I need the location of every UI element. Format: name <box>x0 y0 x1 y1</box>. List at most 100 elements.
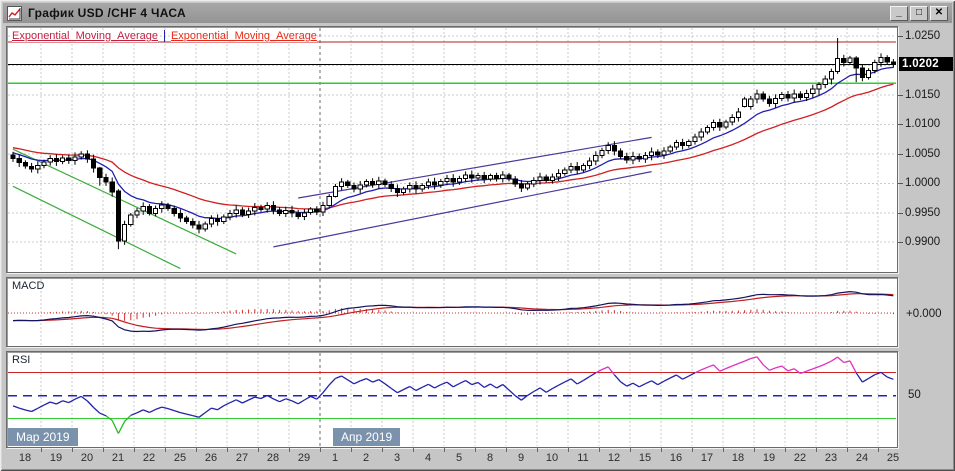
date-label: 22 <box>142 452 156 464</box>
candle <box>475 175 481 179</box>
candle <box>822 78 828 86</box>
close-button[interactable]: ✕ <box>930 5 948 21</box>
date-label: 24 <box>855 452 869 464</box>
price-axis-tick <box>898 154 903 155</box>
candle <box>866 69 872 79</box>
date-label: 18 <box>731 452 745 464</box>
candle <box>326 195 332 207</box>
date-label: 27 <box>235 452 249 464</box>
candle <box>301 212 307 217</box>
date-label: 17 <box>700 452 714 464</box>
candle <box>667 146 673 152</box>
date-tick <box>382 448 383 452</box>
price-chart-canvas[interactable] <box>8 28 896 271</box>
date-tick <box>506 448 507 452</box>
maximize-button[interactable]: □ <box>910 5 928 21</box>
candle <box>680 142 686 147</box>
macd-histogram <box>18 308 894 321</box>
rsi-mid-label: 50 <box>908 389 921 401</box>
macd-line <box>12 290 894 333</box>
candle <box>642 155 648 160</box>
candle <box>196 224 202 230</box>
date-label: 29 <box>297 452 311 464</box>
candle <box>828 71 834 80</box>
candle <box>277 209 283 214</box>
date-tick <box>692 448 693 452</box>
candle <box>748 98 754 107</box>
macd-signal-line <box>12 292 894 331</box>
candle <box>859 67 865 78</box>
candle <box>847 57 853 64</box>
candle <box>363 181 369 186</box>
candle <box>487 175 493 180</box>
date-tick <box>537 448 538 452</box>
candle <box>202 223 208 230</box>
minimize-button[interactable]: _ <box>890 5 908 21</box>
date-label: 4 <box>424 452 432 464</box>
candle <box>506 174 512 180</box>
date-label: 19 <box>762 452 776 464</box>
candle <box>599 149 605 157</box>
date-tick <box>134 448 135 452</box>
candle <box>729 116 735 123</box>
date-label: 26 <box>204 452 218 464</box>
date-label: 8 <box>486 452 494 464</box>
candle <box>525 183 531 189</box>
indicator-legend: Exponential_Moving_Average Exponential_M… <box>12 30 317 42</box>
rsi-canvas[interactable] <box>8 353 896 446</box>
candle <box>357 184 363 190</box>
last-price-tag: 1.0202 <box>899 57 953 71</box>
date-tick <box>258 448 259 452</box>
date-tick <box>289 448 290 452</box>
candle <box>97 167 103 178</box>
price-axis-tick <box>898 242 903 243</box>
rsi-line <box>12 356 894 434</box>
candle <box>717 122 723 128</box>
candle <box>227 212 233 218</box>
price-axis-label: 1.0150 <box>905 89 941 101</box>
candle <box>22 162 28 167</box>
date-tick <box>816 448 817 452</box>
candle <box>339 181 345 187</box>
date-tick <box>196 448 197 452</box>
candle <box>500 174 506 180</box>
price-axis-label: 1.0050 <box>905 148 941 160</box>
candle <box>835 58 841 72</box>
date-label: 25 <box>886 452 900 464</box>
candle <box>611 145 617 152</box>
candle <box>84 153 91 160</box>
candle <box>246 210 252 215</box>
candle <box>562 169 568 174</box>
candle <box>283 209 289 214</box>
ema-fast-line <box>12 66 894 220</box>
price-axis-tick <box>898 36 903 37</box>
candle <box>388 184 394 190</box>
title-bar[interactable]: График USD /CHF 4 ЧАСА _ □ ✕ <box>3 3 952 23</box>
date-label: 23 <box>824 452 838 464</box>
date-label: 28 <box>266 452 280 464</box>
date-label: 12 <box>607 452 621 464</box>
date-tick <box>227 448 228 452</box>
candle <box>438 181 444 186</box>
candle <box>308 208 314 214</box>
date-label: 3 <box>393 452 401 464</box>
ema-fast-label: Exponential_Moving_Average <box>12 30 158 42</box>
candle <box>494 175 500 180</box>
price-axis-label: 0.9950 <box>905 207 941 219</box>
candle <box>760 93 766 100</box>
candle <box>140 205 146 212</box>
candle <box>60 157 66 162</box>
candle <box>413 185 419 190</box>
candle <box>890 61 896 65</box>
price-axis-tick <box>898 213 903 214</box>
candle <box>407 185 413 190</box>
date-tick <box>351 448 352 452</box>
date-label: 20 <box>80 452 94 464</box>
candle <box>593 155 599 162</box>
candle <box>810 88 816 94</box>
macd-canvas[interactable] <box>8 279 896 345</box>
candle <box>518 183 524 189</box>
candle <box>537 176 543 181</box>
date-tick <box>475 448 476 452</box>
